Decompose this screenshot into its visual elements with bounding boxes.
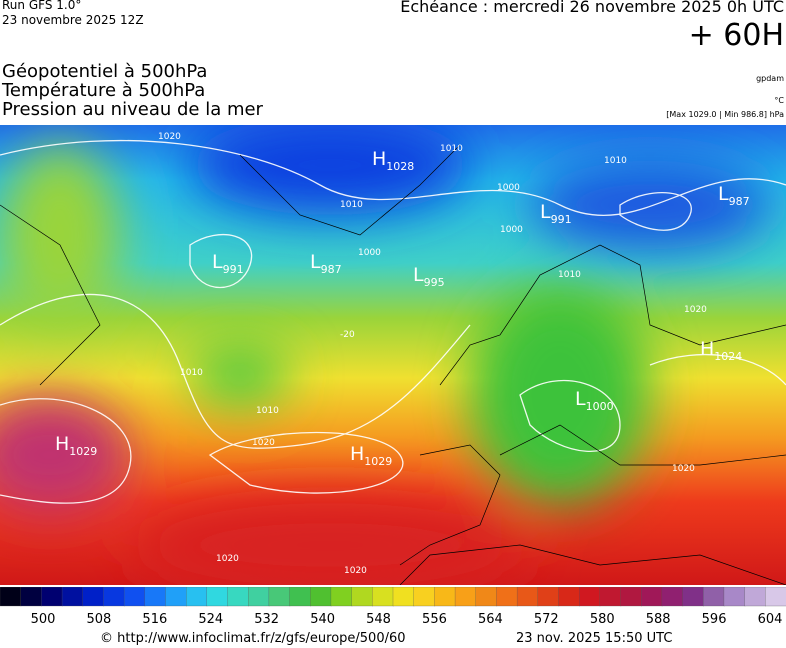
color-swatch — [558, 587, 580, 607]
pressure-center: L987 — [718, 183, 750, 208]
range: [Max 1029.0 | Min 986.8] hPa — [666, 110, 784, 119]
pressure-center: L987 — [310, 251, 342, 276]
isobar-label: 1010 — [558, 270, 581, 280]
color-swatch — [330, 587, 353, 607]
colorbar-tick-label: 548 — [366, 612, 391, 627]
color-swatch — [165, 587, 187, 607]
colorbar-tick-label: 508 — [87, 612, 112, 627]
pressure-center: H1024 — [700, 338, 742, 363]
pressure-center: L1000 — [575, 388, 614, 413]
color-swatch — [723, 587, 746, 607]
colorbar-tick-label: 564 — [478, 612, 503, 627]
color-swatch — [82, 587, 105, 607]
color-swatch — [454, 587, 477, 607]
color-swatch — [413, 587, 436, 607]
color-swatch — [144, 587, 167, 607]
color-swatch — [496, 587, 518, 607]
pressure-center: L995 — [413, 264, 445, 289]
color-swatch — [103, 587, 125, 607]
unit: gpdam — [756, 74, 784, 83]
color-swatch — [516, 587, 539, 607]
field: Pression au niveau de la mer — [2, 99, 263, 120]
color-swatch — [41, 587, 63, 607]
color-swatch — [682, 587, 704, 607]
isobar-label: 1000 — [500, 225, 523, 235]
color-swatch — [744, 587, 766, 607]
colorbar: 500 508 516 524 532 540 548 556 564 572 580 588 596 6… — [0, 587, 786, 627]
color-swatch — [372, 587, 394, 607]
color-swatch — [579, 587, 601, 607]
isobar-label: -20 — [340, 330, 355, 340]
pressure-center: L991 — [540, 201, 572, 226]
isobar-label: 1020 — [684, 305, 707, 315]
field: Géopotentiel à 500hPa — [2, 61, 208, 82]
color-swatch — [599, 587, 622, 607]
footer-url: © http://www.infoclimat.fr/z/gfs/europe/… — [100, 631, 406, 646]
color-swatch — [620, 587, 642, 607]
color-swatch — [227, 587, 249, 607]
isobar-label: 1020 — [344, 566, 367, 576]
isobar-label: 1020 — [252, 438, 275, 448]
colorbar-tick-label: 604 — [758, 612, 783, 627]
isobar-label: 1010 — [440, 144, 463, 154]
color-swatch — [434, 587, 456, 607]
isobar-label: 1010 — [604, 156, 627, 166]
colorbar-tick-label: 516 — [142, 612, 167, 627]
pressure-center: H1029 — [350, 443, 392, 468]
isobar-label: 1020 — [158, 132, 181, 142]
color-swatch — [475, 587, 498, 607]
run: Run GFS 1.0° — [2, 0, 82, 12]
color-swatch — [310, 587, 332, 607]
pressure-center: H1029 — [55, 433, 97, 458]
isobar-label: 1010 — [256, 406, 279, 416]
colorbar-tick-label: 580 — [590, 612, 615, 627]
color-swatch — [537, 587, 560, 607]
isobar-label: 1010 — [340, 200, 363, 210]
colorbar-tick-label: 556 — [422, 612, 447, 627]
color-swatch — [351, 587, 373, 607]
color-swatch — [765, 587, 786, 607]
field: Température à 500hPa — [2, 80, 206, 101]
color-swatch — [641, 587, 663, 607]
colorbar-tick-label: 588 — [646, 612, 671, 627]
isobar-label: 1000 — [358, 248, 381, 258]
color-swatch — [392, 587, 415, 607]
color-swatch — [289, 587, 311, 607]
color-swatch — [661, 587, 684, 607]
color-swatch — [248, 587, 270, 607]
color-swatch — [61, 587, 84, 607]
isobar-label: 1020 — [672, 464, 695, 474]
color-swatch — [186, 587, 208, 607]
lead-time: + 60H — [688, 18, 784, 53]
pressure-center: H1028 — [372, 148, 414, 173]
colorbar-tick-label: 500 — [31, 612, 56, 627]
colorbar-tick-label: 540 — [310, 612, 335, 627]
color-swatch — [206, 587, 229, 607]
isobar-label: 1000 — [497, 183, 520, 193]
color-swatch — [703, 587, 725, 607]
echeance: Echéance : mercredi 26 novembre 2025 0h … — [400, 0, 784, 16]
isobar-label: 1010 — [180, 368, 203, 378]
color-swatch — [0, 587, 22, 607]
footer-date: 23 nov. 2025 15:50 UTC — [516, 631, 673, 646]
colorbar-tick-label: 532 — [254, 612, 279, 627]
colorbar-tick-label: 524 — [198, 612, 223, 627]
run-date: 23 novembre 2025 12Z — [2, 13, 144, 27]
isobar-label: 1020 — [216, 554, 239, 564]
pressure-center: L991 — [212, 251, 244, 276]
unit: °C — [774, 96, 784, 105]
map: H1028 L991 L987 L991 L987 L995 H1024 L1000 H1029… — [0, 125, 786, 585]
colorbar-tick-label: 572 — [534, 612, 559, 627]
color-swatch — [268, 587, 291, 607]
color-swatch — [20, 587, 43, 607]
colorbar-tick-label: 596 — [702, 612, 727, 627]
color-swatch — [123, 587, 146, 607]
